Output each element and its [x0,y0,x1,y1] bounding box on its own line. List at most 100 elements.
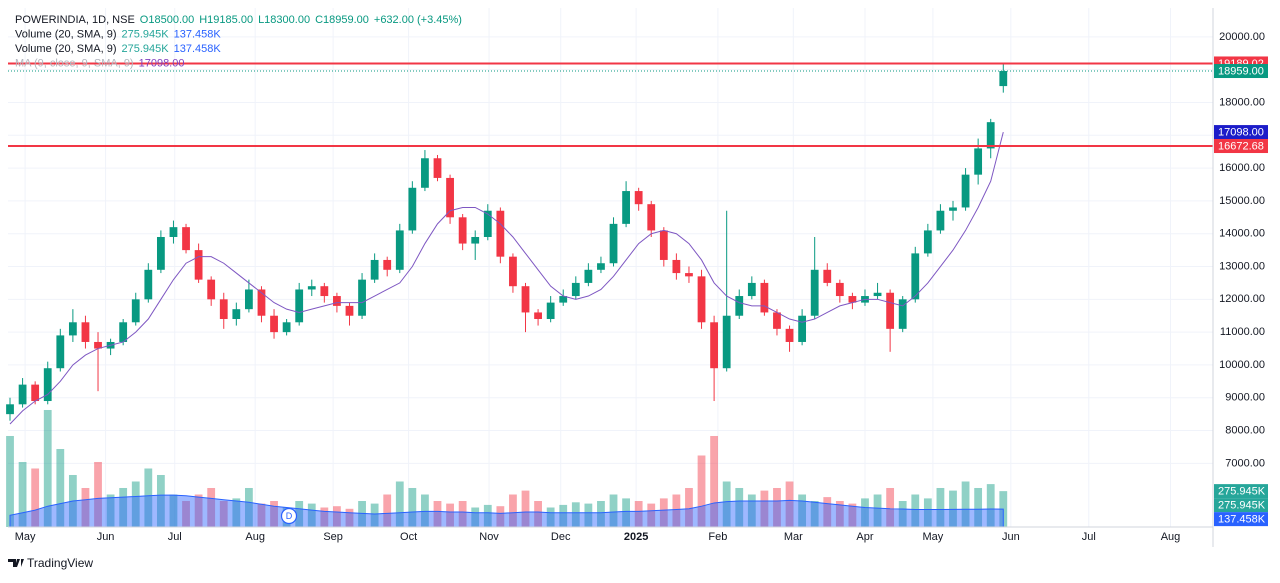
candle-body [986,122,995,149]
legend-value: +632.00 (+3.45%) [374,14,462,26]
volume-bar [597,500,605,527]
candle-body [81,322,90,342]
price-tag [1214,125,1268,140]
volume-bar [622,498,630,527]
candle-body [295,289,304,323]
candle-body [597,263,605,270]
volume-bar [345,508,354,527]
candle-body [68,322,77,336]
legend-value: C18959.00 [315,14,369,26]
volume-bar [106,494,115,527]
y-tick-label: 7000.00 [1225,457,1265,469]
volume-bar [471,507,480,527]
volume-bar [31,468,40,527]
volume-bar [936,487,945,527]
candle-body [56,335,65,369]
candle-body [785,328,794,342]
candle-body [232,309,241,320]
volume-bar [949,490,957,527]
x-tick-label: Oct [400,531,417,543]
volume-bar [760,490,769,527]
volume-bar [169,494,178,527]
volume-bar [861,498,869,527]
x-tick-label: Jul [168,531,182,543]
y-tick-label: 8000.00 [1225,424,1265,436]
y-tick-label: 20000.00 [1219,31,1265,43]
volume-bar [584,503,593,527]
volume-bar [647,503,656,527]
volume-bar [923,498,932,527]
candle-body [571,282,580,297]
volume-bar [421,494,429,527]
volume-bar [270,500,278,527]
volume-bar [94,461,102,527]
volume-bar [131,481,140,527]
candle-body [961,174,970,208]
y-tick-label: 12000.00 [1219,293,1265,305]
candle-body [395,230,404,270]
candle-body [18,384,27,405]
volume-bar [496,506,505,527]
y-tick-label: 10000.00 [1219,359,1265,371]
candle-body [257,289,266,316]
volume-bar [483,504,492,527]
x-tick-label: Jun [97,531,115,543]
candle-body [534,312,542,320]
volume-bar [320,507,329,527]
volume-bar [911,494,920,527]
x-tick-label: Jul [1082,531,1096,543]
candle-body [672,259,681,274]
volume-bar [119,487,128,527]
candle-body [911,253,920,300]
volume-bar [886,487,895,527]
y-tick-label: 14000.00 [1219,228,1265,240]
volume-tag-label: 275.945K [1218,486,1266,498]
candle-body [773,312,781,329]
volume-tag-label: 275.945K [1218,500,1266,512]
candle-body [194,250,203,280]
candle-body [521,286,530,313]
volume-bar [56,448,65,527]
volume-bar [257,503,266,527]
candle-body [119,322,128,342]
volume-bar [986,484,995,527]
volume-bar [835,500,844,527]
candle-body [345,305,354,316]
volume-bar [848,503,857,527]
volume-bar [18,461,27,527]
candle-body [835,282,844,297]
candle-body [760,282,769,313]
candle-body [483,210,492,237]
candle-body [169,227,178,237]
volume-sma-area [9,494,1004,528]
date-marker[interactable]: D [280,507,298,525]
volume-bar [43,409,52,527]
x-tick-label: May [922,531,943,543]
candle-body [722,315,731,369]
price-tag-label: 17098.00 [1218,126,1264,138]
candle-body [974,148,983,175]
candle-body [509,256,517,287]
x-tick-label: Mar [784,531,803,543]
svg-text:D: D [286,511,293,521]
volume-bar [559,504,568,527]
volume-bar [358,500,366,527]
candle-body [421,158,429,188]
volume-bar [182,500,190,527]
x-tick-label: May [15,531,36,543]
y-tick-label: 13000.00 [1219,260,1265,272]
candle-body [6,404,14,415]
candle-body [333,296,341,306]
candle-body [697,276,706,323]
legend-value: 17098.00 [139,57,185,69]
candle-body [207,279,216,300]
volume-bar [571,502,580,527]
price-tag [1214,139,1268,154]
price-tag-label: 18959.00 [1218,65,1264,77]
candle-body [546,302,555,320]
volume-bar [810,500,819,527]
candle-body [735,296,744,316]
candle-body [282,322,291,333]
candle-body [358,279,366,316]
